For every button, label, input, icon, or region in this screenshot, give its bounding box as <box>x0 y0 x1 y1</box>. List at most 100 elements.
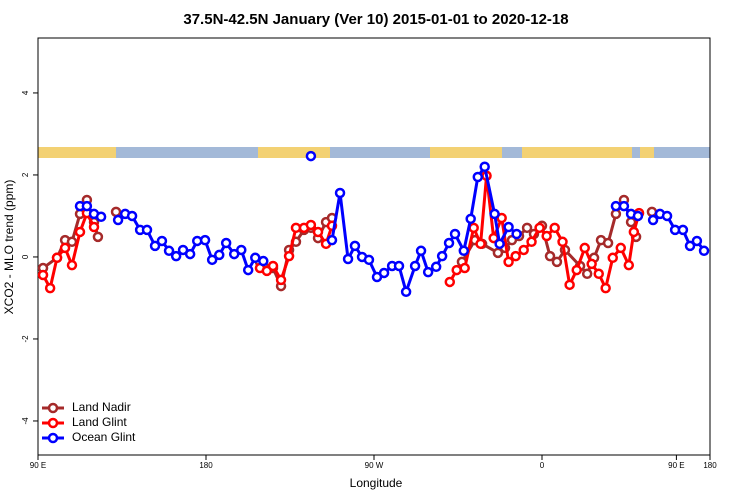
data-point <box>628 226 640 238</box>
data-point <box>503 256 514 268</box>
data-point <box>475 238 486 250</box>
data-point <box>81 200 93 212</box>
data-point <box>518 244 529 256</box>
data-point <box>220 237 232 249</box>
data-point <box>59 242 71 254</box>
data-point <box>92 231 104 243</box>
x-axis-label: Longitude <box>350 476 403 490</box>
x-tick-label: 90 E <box>668 461 684 470</box>
y-tick-label: -2 <box>21 335 30 343</box>
data-point <box>544 250 556 262</box>
data-point <box>393 260 405 272</box>
data-point <box>459 262 470 274</box>
data-point <box>503 221 514 233</box>
data-point <box>618 200 630 212</box>
x-tick-label: 0 <box>540 461 545 470</box>
data-point <box>51 252 63 264</box>
data-point <box>44 282 56 294</box>
data-point <box>156 235 168 247</box>
y-tick-label: -4 <box>21 417 30 425</box>
legend-label: Ocean Glint <box>72 430 136 444</box>
data-point <box>646 206 658 218</box>
legend-marker <box>47 432 59 444</box>
data-point <box>267 260 279 272</box>
data-point <box>661 210 673 222</box>
data-point <box>199 234 211 246</box>
data-point <box>615 242 627 254</box>
data-point <box>647 214 659 226</box>
data-point <box>422 266 434 278</box>
data-point <box>242 264 254 276</box>
data-point <box>66 259 78 271</box>
data-point <box>163 245 175 257</box>
data-point <box>400 286 412 298</box>
data-point <box>521 222 533 234</box>
data-point <box>492 247 504 259</box>
data-point <box>74 226 86 238</box>
y-tick-label: 0 <box>21 254 30 259</box>
data-point <box>149 240 161 252</box>
data-point <box>489 208 500 220</box>
data-point <box>526 236 537 248</box>
data-point <box>581 268 593 280</box>
data-point <box>551 256 563 268</box>
x-tick-label: 90 E <box>30 461 46 470</box>
data-point <box>632 210 644 222</box>
data-point <box>236 244 247 256</box>
data-point <box>571 264 582 276</box>
data-point <box>349 240 361 252</box>
data-point <box>110 206 122 218</box>
data-point <box>415 245 427 257</box>
data-point <box>458 245 470 257</box>
data-point <box>112 214 124 226</box>
data-point <box>494 238 505 250</box>
data-point <box>95 211 107 223</box>
data-point <box>564 279 575 291</box>
data-point <box>602 237 614 249</box>
data-point <box>275 274 287 286</box>
data-point <box>444 276 456 288</box>
data-point <box>623 259 635 271</box>
data-point <box>326 234 338 246</box>
data-point <box>472 171 484 183</box>
data-point <box>511 228 522 240</box>
legend-label: Land Nadir <box>72 400 131 414</box>
data-point <box>184 248 196 260</box>
data-point <box>449 228 461 240</box>
data-point <box>363 254 375 266</box>
data-point <box>436 250 448 262</box>
data-point <box>141 224 153 236</box>
data-point <box>549 222 560 234</box>
data-point <box>258 255 269 267</box>
legend-marker <box>47 417 59 429</box>
data-point <box>541 230 552 242</box>
legend-marker <box>47 402 59 414</box>
data-point <box>126 210 138 222</box>
x-tick-label: 90 W <box>365 461 384 470</box>
data-point <box>206 254 218 266</box>
map-strip <box>38 147 710 158</box>
data-point <box>312 226 324 238</box>
data-point <box>510 250 521 262</box>
legend-label: Land Glint <box>72 415 127 429</box>
data-point <box>378 267 390 279</box>
data-point <box>691 235 703 247</box>
data-point <box>677 224 689 236</box>
data-point <box>37 269 49 281</box>
data-point <box>214 249 225 261</box>
y-axis-label: XCO2 - MLO trend (ppm) <box>2 180 16 315</box>
data-point <box>625 216 637 228</box>
data-point <box>451 264 462 276</box>
data-point <box>170 250 182 262</box>
data-point <box>684 240 696 252</box>
data-point <box>698 245 710 257</box>
data-point <box>579 242 590 254</box>
data-point <box>66 236 78 248</box>
y-tick-label: 4 <box>21 90 30 95</box>
data-point <box>586 258 597 270</box>
data-point <box>305 219 317 231</box>
x-tick-label: 180 <box>703 461 717 470</box>
data-point <box>600 282 611 294</box>
data-point <box>409 260 421 272</box>
